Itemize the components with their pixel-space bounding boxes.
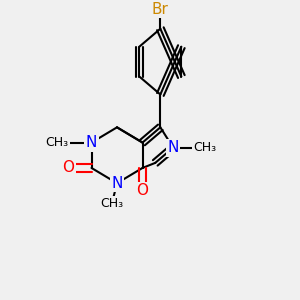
Text: CH₃: CH₃ <box>194 141 217 154</box>
Text: N: N <box>167 140 179 155</box>
Text: Br: Br <box>152 2 169 17</box>
Text: N: N <box>86 135 97 150</box>
Text: O: O <box>62 160 74 175</box>
Text: CH₃: CH₃ <box>45 136 68 149</box>
Text: O: O <box>136 183 148 198</box>
Text: N: N <box>111 176 123 191</box>
Text: CH₃: CH₃ <box>100 197 124 210</box>
